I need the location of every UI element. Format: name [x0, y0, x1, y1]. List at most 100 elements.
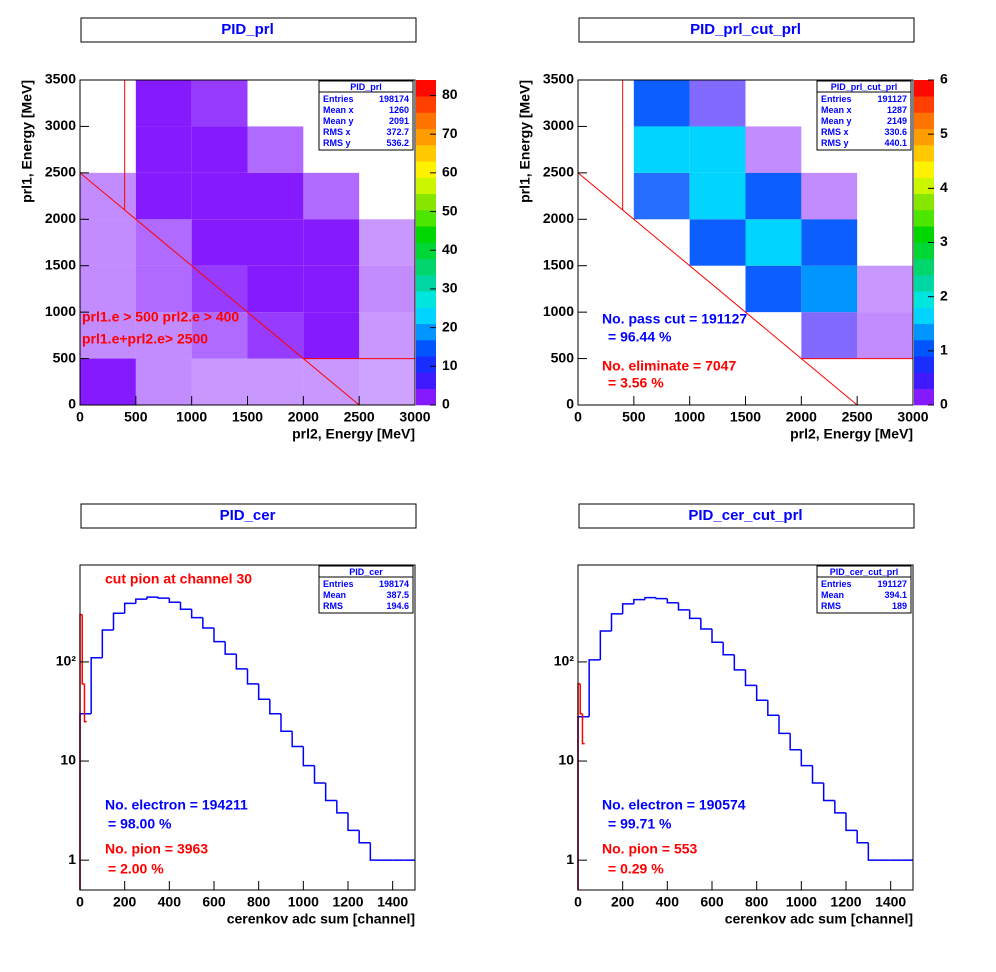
palette-band	[914, 161, 934, 178]
annotation: cut pion at channel 30	[105, 571, 252, 587]
heat-cell	[801, 172, 858, 220]
x-tick-label: 1200	[830, 894, 861, 910]
stats-label: Mean x	[821, 105, 852, 115]
palette-band	[914, 291, 934, 308]
stats-box	[816, 565, 912, 614]
x-tick-label: 800	[247, 894, 271, 910]
x-axis-title: prl2, Energy [MeV]	[292, 426, 415, 442]
y-tick-label: 1500	[45, 256, 76, 272]
hist-bin	[313, 765, 326, 784]
y-tick-label: 10	[558, 752, 574, 768]
x-tick-label: 2000	[786, 409, 817, 425]
palette-band	[416, 258, 436, 276]
x-tick-label: 1500	[232, 409, 263, 425]
hist-bin	[778, 715, 791, 735]
hist-bin	[336, 800, 348, 814]
palette-band	[914, 356, 934, 373]
z-tick-label: 50	[442, 202, 458, 218]
hist-bin	[291, 731, 304, 748]
palette-band	[416, 96, 436, 113]
stats-box	[318, 565, 414, 614]
stats-name: PID_prl_cut_prl	[831, 82, 898, 92]
y-tick-label: 2500	[543, 164, 574, 180]
palette-band	[416, 210, 436, 227]
x-tick-label: 400	[158, 894, 182, 910]
y-tick-label: 0	[68, 396, 76, 412]
heat-cell	[359, 358, 415, 405]
hist-bin	[324, 783, 337, 802]
hist-bin	[755, 685, 768, 702]
y-tick-label: 3000	[45, 117, 76, 133]
annotation: = 98.00 %	[108, 816, 172, 832]
hist-bin	[800, 749, 813, 767]
x-tick-label: 0	[574, 409, 582, 425]
palette-band	[416, 307, 436, 325]
hist-bin	[744, 669, 757, 687]
panel: PID_cer 0 200 400 600 800 1000 1200 1400 1 10 10² ce…	[56, 503, 417, 927]
chart-title: PID_cer	[220, 507, 276, 524]
palette-band	[914, 258, 934, 276]
hist-bin	[655, 597, 668, 600]
hist-bin	[235, 654, 248, 670]
x-tick-label: 0	[76, 894, 84, 910]
hist-bin	[581, 713, 585, 745]
y-tick-label: 1500	[543, 256, 574, 272]
x-tick-label: 3000	[399, 409, 430, 425]
z-tick-label: 70	[442, 125, 458, 141]
stats-value: 198174	[379, 94, 409, 104]
palette-band	[416, 372, 436, 390]
stats-value: 387.5	[386, 590, 409, 600]
hist-bin	[577, 715, 590, 890]
palette-band	[416, 112, 436, 130]
z-tick-label: 40	[442, 241, 458, 257]
plot-area	[577, 80, 913, 406]
stats-label: RMS y	[821, 138, 849, 148]
palette-band	[914, 372, 934, 390]
heat-cell	[247, 358, 304, 405]
heat-cell	[689, 219, 746, 266]
heat-cell	[80, 265, 136, 313]
heat-cell	[689, 172, 746, 220]
plot-frame	[79, 564, 416, 891]
hist-bin	[358, 830, 371, 844]
stats-value: 394.1	[884, 590, 907, 600]
heat-cell	[80, 312, 136, 359]
z-tick-label: 80	[442, 86, 458, 102]
heat-cell	[745, 126, 802, 173]
x-tick-label: 2000	[288, 409, 319, 425]
stats-label: Entries	[821, 94, 852, 104]
heat-cell	[745, 219, 802, 266]
y-tick-label: 10²	[554, 653, 575, 669]
heat-cell	[191, 219, 248, 266]
stats-value: 536.2	[386, 138, 409, 148]
hist-bin	[157, 597, 170, 599]
annotation: = 0.29 %	[608, 861, 664, 877]
stats-label: RMS x	[323, 127, 351, 137]
annotation: No. pion = 553	[602, 841, 698, 857]
hist-bin	[202, 617, 214, 629]
hist-bin	[599, 630, 612, 660]
hist-bin	[633, 598, 645, 604]
heat-cell	[135, 80, 192, 127]
heat-cell	[303, 312, 360, 359]
palette-band	[416, 80, 436, 97]
palette-band	[416, 145, 436, 162]
hist-bin	[280, 713, 293, 732]
hist-bin	[213, 627, 226, 643]
hist-bin	[81, 614, 85, 685]
hist-bin	[224, 641, 237, 655]
x-tick-label: 500	[124, 409, 148, 425]
hist-bin	[146, 596, 159, 600]
x-tick-label: 0	[76, 409, 84, 425]
x-tick-label: 1000	[176, 409, 207, 425]
heat-cell	[359, 312, 415, 359]
heat-cell	[857, 312, 913, 359]
title-box	[578, 17, 915, 43]
annotation: No. eliminate = 7047	[602, 358, 736, 374]
heat-cell	[801, 312, 858, 359]
palette-band	[416, 340, 436, 357]
heat-cell	[247, 126, 304, 173]
heat-cell	[689, 126, 746, 173]
x-tick-label: 500	[622, 409, 646, 425]
